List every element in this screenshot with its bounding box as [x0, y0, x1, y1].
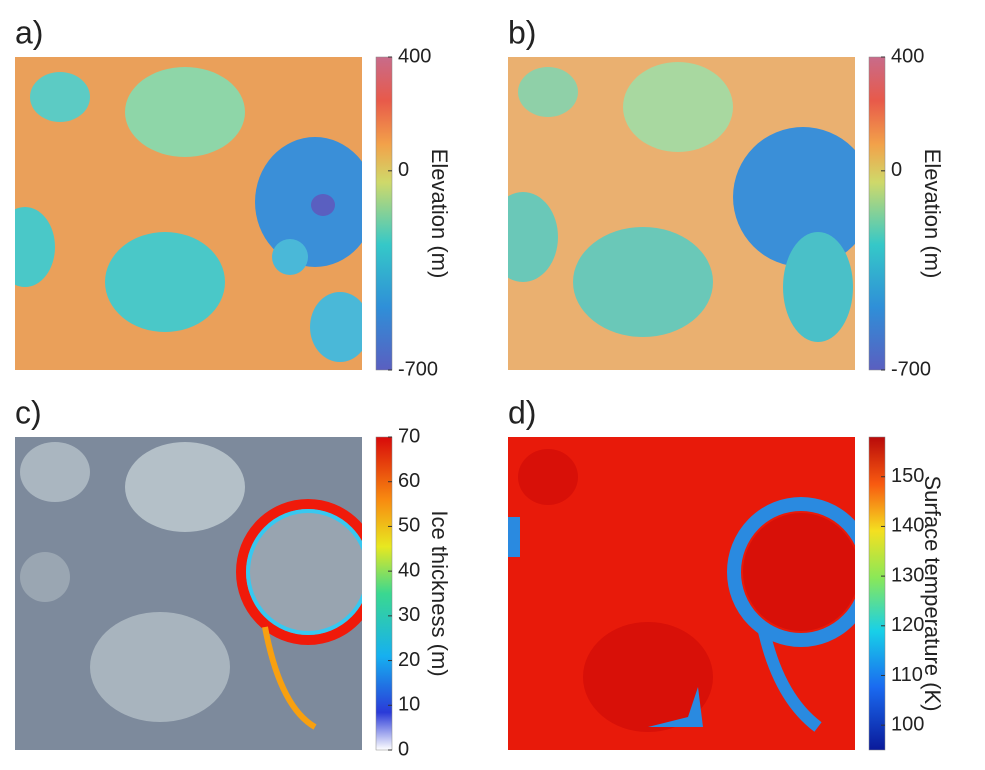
colorbar-label: Elevation (m)	[427, 149, 452, 279]
colorbar-tick-label: 0	[891, 159, 902, 181]
smoothed-elevation-map	[508, 57, 855, 370]
colorbar-tick-label: 150	[891, 465, 924, 487]
panel-label: b)	[508, 14, 536, 50]
ice-thickness-map	[15, 437, 362, 750]
colorbar-tick-label: -700	[891, 358, 931, 380]
colorbar-tick-label: 10	[398, 694, 420, 716]
colorbar-tick-label: 0	[398, 738, 409, 760]
colorbar-label: Surface temperature (K)	[920, 476, 945, 712]
colorbar-tick-label: 60	[398, 470, 420, 492]
colorbar-tick-label: 140	[891, 515, 924, 537]
colorbar-tick-label: 50	[398, 515, 420, 537]
colorbar-tick-label: 0	[398, 159, 409, 181]
elevation-map	[15, 57, 362, 370]
colorbar-tick-label: 400	[398, 45, 431, 67]
panel-label: a)	[15, 14, 43, 50]
colorbar-tick-label: 100	[891, 713, 924, 735]
colorbar-tick-label: 120	[891, 614, 924, 636]
colorbar-tick-label: 400	[891, 45, 924, 67]
panel-label: d)	[508, 394, 536, 430]
colorbar-tick-label: 70	[398, 425, 420, 447]
colorbar-tick-label: 40	[398, 559, 420, 581]
colorbar	[375, 56, 393, 371]
colorbar	[868, 56, 886, 371]
colorbar	[868, 436, 886, 751]
colorbar-tick-label: 130	[891, 564, 924, 586]
colorbar-label: Ice thickness (m)	[427, 510, 452, 676]
colorbar-label: Elevation (m)	[920, 149, 945, 279]
surface-temperature-map	[508, 437, 855, 750]
colorbar-tick-label: 20	[398, 649, 420, 671]
panel-label: c)	[15, 394, 42, 430]
colorbar-tick-label: -700	[398, 358, 438, 380]
colorbar-tick-label: 110	[891, 664, 923, 686]
colorbar	[375, 436, 393, 751]
colorbar-tick-label: 30	[398, 604, 420, 626]
